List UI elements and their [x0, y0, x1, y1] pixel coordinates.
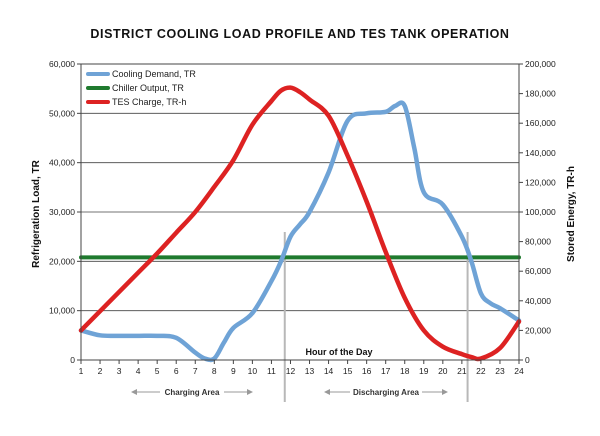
legend-label-cooling-demand: Cooling Demand, TR [112, 69, 196, 79]
y-right-tick-label: 100,000 [525, 207, 556, 217]
x-tick-label: 5 [155, 366, 160, 376]
y-right-tick-label: 20,000 [525, 325, 551, 335]
vertical-markers [283, 232, 469, 402]
x-tick-label: 20 [438, 366, 448, 376]
legend-label-chiller-output: Chiller Output, TR [112, 83, 184, 93]
x-tick-label: 15 [343, 366, 353, 376]
x-tick-label: 19 [419, 366, 429, 376]
y-right-tick-label: 40,000 [525, 296, 551, 306]
y-axis-left-label: Refrigeration Load, TR [31, 159, 42, 268]
y-axis-right-ticks: 0 20,000 40,000 60,000 80,000 100,000 120,000 1… [519, 59, 556, 365]
x-tick-label: 2 [98, 366, 103, 376]
x-axis-ticks: 1 2 3 4 5 6 7 8 9 10 11 12 13 14 15 16 17 18 19 20 21 22 23 24 [79, 360, 524, 376]
discharging-area-label: Discharging Area [353, 388, 419, 397]
y-right-tick-label: 180,000 [525, 89, 556, 99]
x-tick-label: 13 [305, 366, 315, 376]
y-left-tick-label: 40,000 [49, 158, 75, 168]
charging-area-annotation: Charging Area [131, 388, 253, 397]
y-axis-left-ticks: 0 10,000 20,000 30,000 40,000 50,000 60,000 [49, 59, 81, 365]
y-right-tick-label: 0 [525, 355, 530, 365]
x-tick-label: 6 [174, 366, 179, 376]
y-right-tick-label: 200,000 [525, 59, 556, 69]
y-left-tick-label: 10,000 [49, 306, 75, 316]
gridlines [81, 112, 519, 312]
y-left-tick-label: 60,000 [49, 59, 75, 69]
y-right-tick-label: 80,000 [525, 237, 551, 247]
discharging-arrowhead-left [324, 389, 330, 395]
x-tick-label: 17 [381, 366, 391, 376]
x-tick-label: 12 [286, 366, 296, 376]
x-tick-label: 8 [212, 366, 217, 376]
x-tick-label: 11 [267, 366, 276, 376]
legend: Cooling Demand, TR Chiller Output, TR TE… [86, 69, 196, 107]
chart-title: DISTRICT COOLING LOAD PROFILE AND TES TA… [90, 27, 509, 41]
y-left-tick-label: 30,000 [49, 207, 75, 217]
y-left-tick-label: 0 [70, 355, 75, 365]
y-right-tick-label: 140,000 [525, 148, 556, 158]
x-tick-label: 18 [400, 366, 410, 376]
legend-label-tes-charge: TES Charge, TR-h [112, 97, 186, 107]
x-tick-label: 7 [193, 366, 198, 376]
y-axis-right-label: Stored Energy, TR-h [566, 166, 577, 262]
series-lines [78, 85, 522, 363]
charging-arrowhead-right [247, 389, 253, 395]
y-right-tick-label: 120,000 [525, 177, 556, 187]
x-tick-label: 1 [79, 366, 84, 376]
x-tick-label: 9 [231, 366, 236, 376]
series-line-tes-charge [78, 85, 522, 362]
x-tick-label: 22 [476, 366, 486, 376]
x-tick-label: 14 [324, 366, 334, 376]
x-tick-label: 4 [136, 366, 141, 376]
x-tick-label: 10 [248, 366, 258, 376]
discharging-arrowhead-right [442, 389, 448, 395]
series-line-cooling-demand [78, 100, 522, 363]
y-right-tick-label: 60,000 [525, 266, 551, 276]
y-left-tick-label: 20,000 [49, 256, 75, 266]
x-tick-label: 3 [117, 366, 122, 376]
x-tick-label: 24 [514, 366, 524, 376]
y-right-tick-label: 160,000 [525, 118, 556, 128]
charging-area-label: Charging Area [165, 388, 220, 397]
y-left-tick-label: 50,000 [49, 108, 75, 118]
x-tick-label: 21 [457, 366, 467, 376]
charging-arrowhead-left [131, 389, 137, 395]
x-tick-label: 23 [495, 366, 505, 376]
x-axis-label: Hour of the Day [305, 347, 372, 357]
x-tick-label: 16 [362, 366, 372, 376]
discharging-area-annotation: Discharging Area [324, 388, 448, 397]
